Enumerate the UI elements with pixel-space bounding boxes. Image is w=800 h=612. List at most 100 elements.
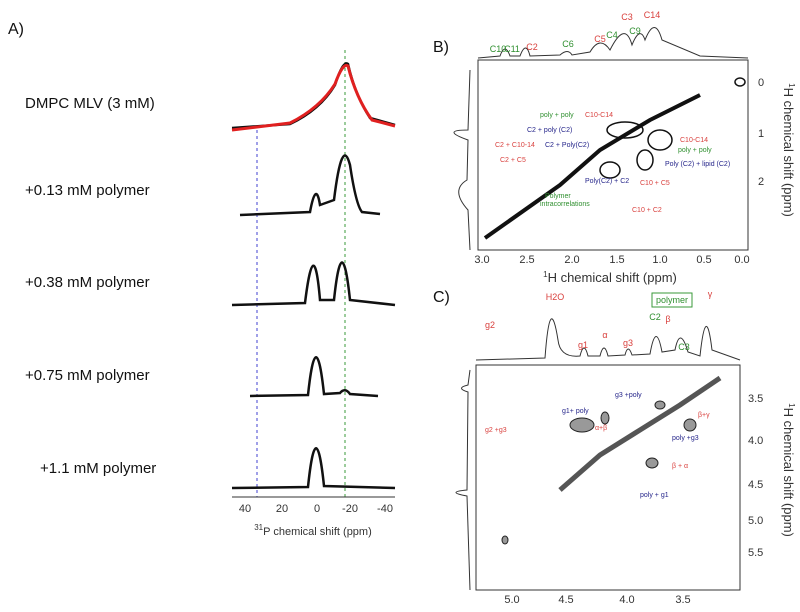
text: H chemical shift (ppm) bbox=[781, 88, 796, 217]
y-tick-label: 3.5 bbox=[748, 393, 763, 405]
annotation: poly + g1 bbox=[640, 492, 669, 499]
text: H chemical shift (ppm) bbox=[548, 270, 677, 285]
annotation: C2 + C10-14 bbox=[495, 142, 535, 149]
sample-label: +0.13 mM polymer bbox=[25, 182, 150, 199]
x-axis-label: 1H chemical shift (ppm) bbox=[543, 270, 677, 285]
panel-label: B) bbox=[433, 39, 449, 56]
projection bbox=[453, 69, 471, 251]
annotation: β+γ bbox=[698, 412, 710, 419]
x-tick-label: 4.5 bbox=[558, 594, 573, 606]
sup: 1 bbox=[543, 270, 548, 279]
x-tick-label: 3.0 bbox=[474, 254, 489, 266]
sample-label: +1.1 mM polymer bbox=[40, 460, 156, 477]
y-tick-label: 5.0 bbox=[748, 515, 763, 527]
peak-label: H2O bbox=[546, 292, 565, 302]
annotation: poly + poly bbox=[678, 147, 712, 154]
x-tick-label: 40 bbox=[239, 503, 251, 515]
projection bbox=[477, 27, 749, 59]
annotation: α+β bbox=[595, 425, 607, 432]
peak-label: γ bbox=[708, 289, 713, 299]
y-tick-label: 1 bbox=[758, 128, 764, 140]
spectrum bbox=[231, 261, 396, 307]
annotation: C10 + C5 bbox=[640, 180, 670, 187]
annotation: g2 +g3 bbox=[485, 427, 507, 434]
annotation: C2 + poly (C2) bbox=[527, 127, 572, 134]
x-tick-label: 4.0 bbox=[619, 594, 634, 606]
peak-label: α bbox=[602, 330, 607, 340]
x-tick-label: 2.0 bbox=[564, 254, 579, 266]
annotation: β + α bbox=[672, 463, 688, 470]
annotation: C10 + C2 bbox=[632, 207, 662, 214]
peak-label: C11 bbox=[504, 44, 520, 54]
peak-label: C2 bbox=[526, 42, 538, 52]
x-tick-label: 0.0 bbox=[734, 254, 749, 266]
x-tick-label: 0.5 bbox=[696, 254, 711, 266]
y-tick-label: 5.5 bbox=[748, 547, 763, 559]
annotation: g3 +poly bbox=[615, 392, 642, 399]
annotation: C2 + Poly(C2) bbox=[545, 142, 589, 149]
annotation: poly + poly bbox=[540, 112, 574, 119]
x-axis-label: 31P chemical shift (ppm) bbox=[254, 523, 372, 538]
panel-label: C) bbox=[433, 289, 450, 306]
sup: 31 bbox=[254, 523, 263, 532]
contours bbox=[501, 400, 697, 545]
x-tick-label: 1.5 bbox=[609, 254, 624, 266]
text: P chemical shift (ppm) bbox=[263, 526, 372, 538]
x-tick-label: -40 bbox=[377, 503, 393, 515]
callout-box bbox=[651, 292, 693, 308]
spectrum bbox=[231, 447, 396, 490]
fit bbox=[231, 63, 396, 132]
x-tick-label: 20 bbox=[276, 503, 288, 515]
peak-label: C10 bbox=[490, 44, 507, 54]
annotation: C10-C14 bbox=[680, 137, 708, 144]
peak-label: C5 bbox=[594, 34, 606, 44]
annotation: Poly (C2) + lipid (C2) bbox=[665, 161, 730, 168]
y-tick-label: 2 bbox=[758, 176, 764, 188]
panel-c: C) H2O g2 g1 α g3 β C2 C3 γ polymer g3 +… bbox=[433, 289, 796, 606]
annotation: C10-C14 bbox=[585, 112, 613, 119]
peak-label: C6 bbox=[562, 39, 574, 49]
sup: 1 bbox=[787, 403, 796, 408]
x-tick-label: -20 bbox=[342, 503, 358, 515]
annotation: poly +g3 bbox=[672, 435, 699, 442]
x-tick-label: 3.5 bbox=[675, 594, 690, 606]
x-tick-label: 5.0 bbox=[504, 594, 519, 606]
panel-label: A) bbox=[8, 21, 24, 38]
spectrum bbox=[249, 356, 379, 398]
sup: 1 bbox=[787, 83, 796, 88]
peak-label: β bbox=[665, 314, 670, 324]
y-tick-label: 0 bbox=[758, 77, 764, 89]
spectrum bbox=[239, 154, 381, 217]
x-tick-label: 0 bbox=[314, 503, 320, 515]
plot-frame bbox=[475, 364, 741, 591]
annotation: g1+ poly bbox=[562, 408, 589, 415]
peak-label: g2 bbox=[485, 320, 495, 330]
y-tick-label: 4.5 bbox=[748, 479, 763, 491]
peak-label: C3 bbox=[621, 12, 633, 22]
contours bbox=[599, 77, 746, 179]
annotation: Polymer bbox=[545, 193, 571, 200]
x-tick-label: 2.5 bbox=[519, 254, 534, 266]
peak-label: g1 bbox=[578, 340, 588, 350]
panel-a: A) DMPC MLV (3 mM) +0.13 mM polymer +0.3… bbox=[8, 21, 396, 538]
y-axis-label: 1H chemical shift (ppm) bbox=[781, 83, 796, 217]
plot-frame bbox=[477, 59, 749, 251]
peak-label: C4 bbox=[606, 30, 618, 40]
annotation: Poly(C2) + C2 bbox=[585, 178, 629, 185]
y-tick-label: 4.0 bbox=[748, 435, 763, 447]
peak-label: C3 bbox=[678, 342, 690, 352]
peak-label: polymer bbox=[656, 295, 688, 305]
sample-label: DMPC MLV (3 mM) bbox=[25, 95, 155, 112]
peak-label: g3 bbox=[623, 338, 633, 348]
y-axis-label: 1H chemical shift (ppm) bbox=[781, 403, 796, 537]
text: H chemical shift (ppm) bbox=[781, 408, 796, 537]
sample-label: +0.38 mM polymer bbox=[25, 274, 150, 291]
diagonal bbox=[483, 93, 701, 240]
annotation: intracorrelations bbox=[540, 201, 590, 208]
projection bbox=[475, 318, 741, 361]
projection bbox=[455, 369, 471, 591]
peak-label: C14 bbox=[644, 10, 661, 20]
sample-label: +0.75 mM polymer bbox=[25, 367, 150, 384]
peak-label: C2 bbox=[649, 312, 661, 322]
